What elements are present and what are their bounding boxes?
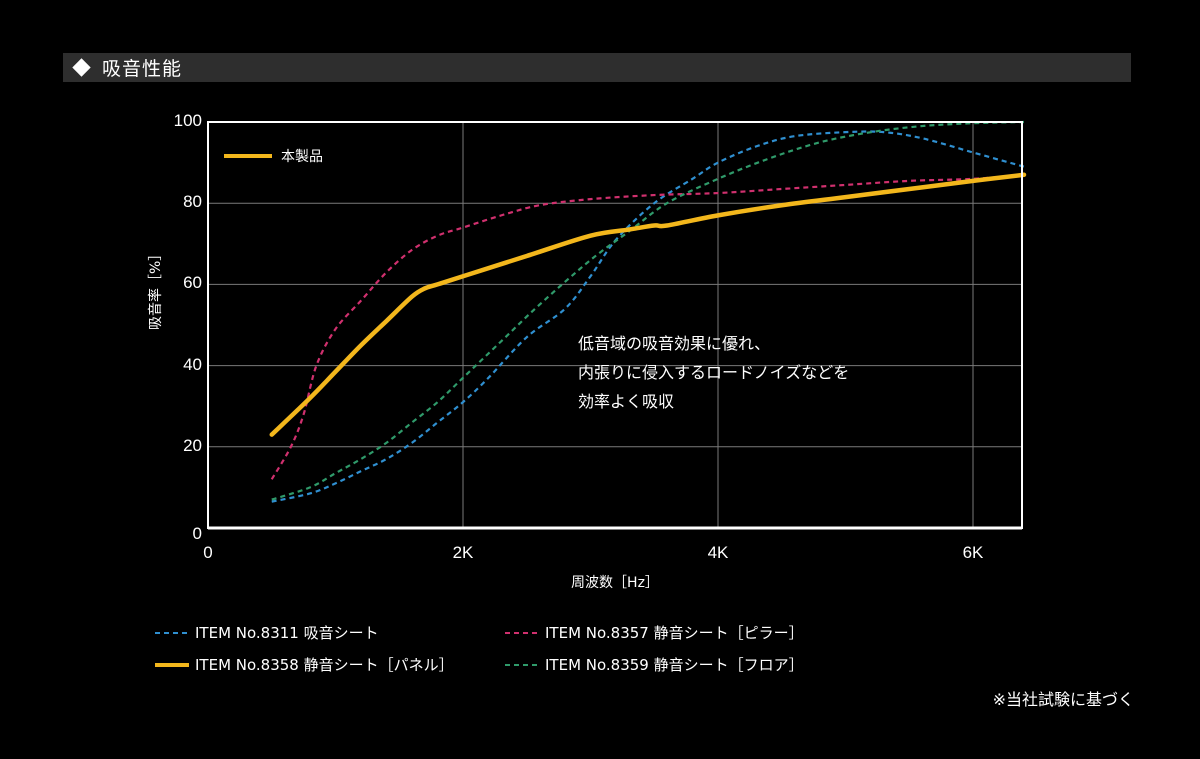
plot-frame	[207, 121, 1023, 529]
dashed-line-swatch-icon	[505, 663, 539, 666]
y-tick-label: 0	[192, 524, 202, 543]
y-tick-label: 20	[183, 435, 202, 455]
solid-line-swatch-icon	[155, 662, 189, 667]
x-tick-label: 4K	[707, 543, 729, 562]
legend-label: ITEM No.8357 静音シート［ピラー］	[545, 624, 804, 642]
series-line	[270, 173, 1025, 480]
x-tick-label: 2K	[452, 543, 474, 562]
dashed-line-swatch-icon	[505, 631, 539, 634]
section-title: 吸音性能	[102, 58, 183, 80]
series-line	[271, 130, 1025, 503]
inline-legend: 本製品	[224, 146, 323, 166]
chart-series	[269, 120, 1027, 503]
dashed-line-swatch-icon	[155, 631, 189, 634]
x-tick-label: 0	[203, 543, 213, 562]
legend-item: ITEM No.8359 静音シート［フロア］	[505, 654, 804, 675]
footnote: ※当社試験に基づく	[992, 690, 1134, 709]
x-tick-label: 6K	[962, 543, 984, 562]
inline-legend-label: 本製品	[281, 149, 323, 165]
solid-line-swatch-icon	[224, 154, 272, 158]
x-axis-label: 周波数［Hz］	[571, 575, 659, 591]
legend-label: ITEM No.8359 静音シート［フロア］	[545, 656, 804, 674]
chart-annotation: 低音域の吸音効果に優れ、 内張りに侵入するロードノイズなどを 効率よく吸収	[578, 334, 850, 411]
section-header: 吸音性能	[63, 53, 1131, 82]
series-line	[271, 120, 1025, 501]
legend-item: ITEM No.8358 静音シート［パネル］	[155, 654, 454, 675]
chart-grid	[208, 122, 1022, 528]
legend-item: ITEM No.8357 静音シート［ピラー］	[505, 622, 804, 643]
y-tick-label: 100	[173, 111, 202, 130]
y-axis-label: 吸音率［%］	[148, 246, 164, 330]
legend-label: ITEM No.8311 吸音シート	[195, 624, 379, 642]
series-line	[269, 172, 1027, 437]
y-tick-label: 80	[183, 192, 202, 212]
legend-label: ITEM No.8358 静音シート［パネル］	[195, 656, 454, 674]
y-tick-label: 40	[183, 354, 202, 374]
y-tick-label: 60	[183, 273, 202, 293]
legend-item: ITEM No.8311 吸音シート	[155, 622, 379, 643]
chart-axes	[207, 121, 1023, 530]
